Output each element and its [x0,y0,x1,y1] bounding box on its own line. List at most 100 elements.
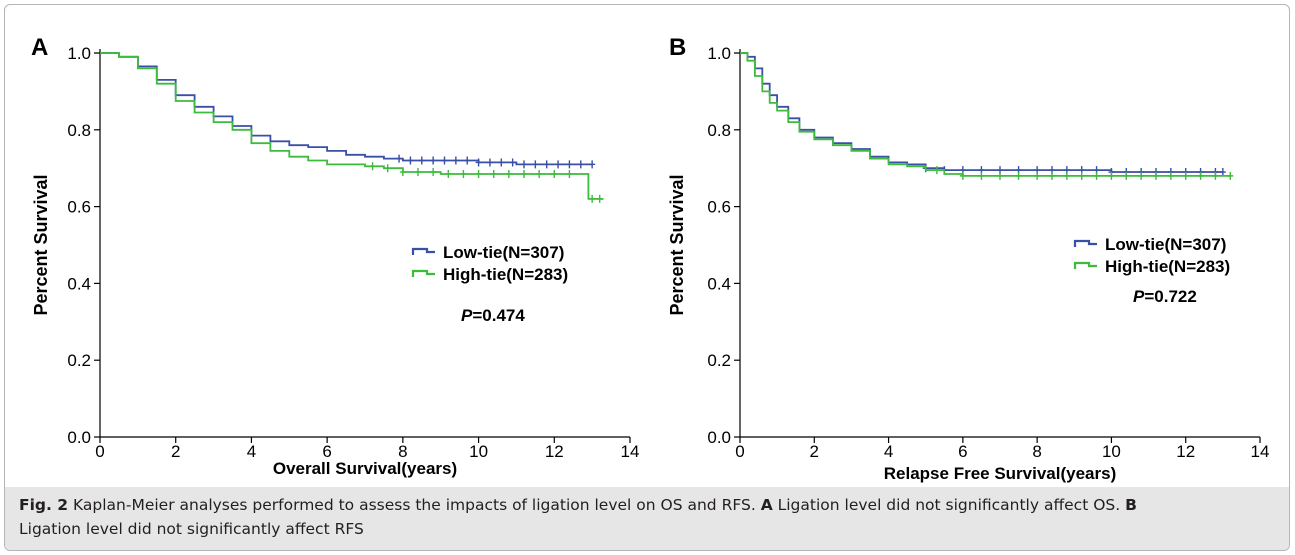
censor-mark [532,160,539,169]
censor-mark [933,166,940,175]
censor-mark [1212,171,1219,180]
survival-curve-high-tie [100,52,604,200]
x-tick-label: 14 [1251,442,1270,461]
censor-mark [369,162,376,171]
legend-swatch [1073,239,1097,247]
y-tick-label: 0.2 [67,351,91,370]
caption-text-3: Ligation level did not significantly aff… [19,520,364,538]
censor-mark [1078,171,1085,180]
legend-entry: High-tie(N=283) [443,265,568,284]
panel-label: B [669,34,686,61]
legend-entry: High-tie(N=283) [1105,257,1230,276]
censor-mark [577,160,584,169]
censor-mark [1034,171,1041,180]
legend-entry: Low-tie(N=307) [1105,235,1226,254]
y-tick-label: 0.8 [707,121,731,140]
caption-band: Fig. 2 Kaplan-Meier analyses performed t… [5,487,1289,550]
censor-mark [1138,171,1145,180]
legend-entry: Low-tie(N=307) [443,243,564,262]
censor-mark [521,160,527,169]
kaplan-meier-chart-rfs: 0.0 0.2 0.4 0.6 0.8 1.0 0 2 4 6 8 10 12 14 Relapse Fre… [667,34,1270,483]
censor-mark [1219,168,1226,177]
censor-mark [396,154,403,163]
censor-mark [589,160,596,169]
x-tick-label: 6 [958,442,967,461]
survival-curve-low-tie [740,52,1223,173]
caption-text-2: Ligation level did not significantly aff… [772,496,1126,514]
censor-mark [555,160,562,169]
figure-caption: Fig. 2 Kaplan-Meier analyses performed t… [19,493,1275,541]
censor-mark [1063,171,1070,180]
censor-mark [521,169,527,178]
caption-fig-label: Fig. 2 [19,496,69,514]
kaplan-meier-chart-os: 0.0 0.2 0.4 0.6 0.8 1.0 0 2 4 6 8 10 12 14 Overall Sur… [31,34,640,478]
y-tick-label: 1.0 [67,44,91,63]
x-tick-label: 12 [545,442,564,461]
censor-mark [1015,171,1022,180]
censor-mark [486,158,493,167]
censor-mark [415,168,421,177]
censor-mark [1182,171,1189,180]
censor-mark [1167,171,1174,180]
p-value-symbol: P [1133,287,1145,306]
censor-mark [430,168,437,177]
censor-mark [445,169,452,178]
y-axis-label: Percent Survival [31,174,51,315]
censor-mark [418,156,425,165]
y-tick-label: 0.8 [67,121,91,140]
censor-mark [475,169,482,178]
censor-mark [475,158,482,167]
caption-text-1: Kaplan-Meier analyses performed to asses… [68,496,761,514]
x-tick-label: 0 [95,442,104,461]
p-value-label: P=0.474 [461,306,525,325]
legend-swatch [411,269,435,277]
x-tick-label: 8 [1032,442,1041,461]
survival-curve-low-tie [100,52,593,166]
x-tick-label: 0 [735,442,744,461]
caption-label-b: B [1125,496,1137,514]
censor-mark [464,156,471,165]
y-tick-label: 0.2 [707,351,731,370]
censor-mark [566,169,573,178]
censor-mark [505,169,512,178]
y-tick-label: 0.0 [67,428,91,447]
x-tick-label: 2 [171,442,180,461]
censor-mark [399,168,406,177]
censor-mark [589,194,596,203]
censor-mark [407,156,414,165]
censor-mark [430,156,437,165]
p-value-label: P=0.722 [1133,287,1197,306]
censor-mark [509,158,516,167]
censor-mark [1093,171,1100,180]
censor-mark [1108,171,1115,180]
y-tick-label: 0.6 [707,198,731,217]
x-tick-label: 8 [398,442,407,461]
censor-mark [1227,171,1234,180]
censor-mark [1123,171,1130,180]
legend-swatch [1073,261,1097,269]
censor-mark [536,169,543,178]
caption-label-a: A [760,496,773,514]
x-tick-label: 4 [247,442,256,461]
p-value-symbol: P [461,306,473,325]
x-tick-label: 12 [1176,442,1195,461]
panel-label: A [31,34,48,61]
censor-mark [551,169,558,178]
censor-mark [566,160,573,169]
p-value-number: =0.474 [472,306,525,325]
panel-a: 0.0 0.2 0.4 0.6 0.8 1.0 0 2 4 6 8 10 12 14 Overall Sur… [5,17,645,487]
p-value-number: =0.722 [1144,287,1196,306]
censor-mark [959,171,966,180]
censor-mark [441,156,448,165]
y-tick-label: 0.4 [707,274,731,293]
censor-mark [490,169,497,178]
censor-mark [596,194,603,203]
x-tick-label: 14 [621,442,640,461]
y-tick-label: 1.0 [707,44,731,63]
censor-mark [460,169,467,178]
censor-mark [384,164,391,173]
x-tick-label: 10 [1102,442,1121,461]
censor-mark [452,156,459,165]
survival-curve-high-tie [740,52,1231,177]
censor-mark [1049,171,1055,180]
